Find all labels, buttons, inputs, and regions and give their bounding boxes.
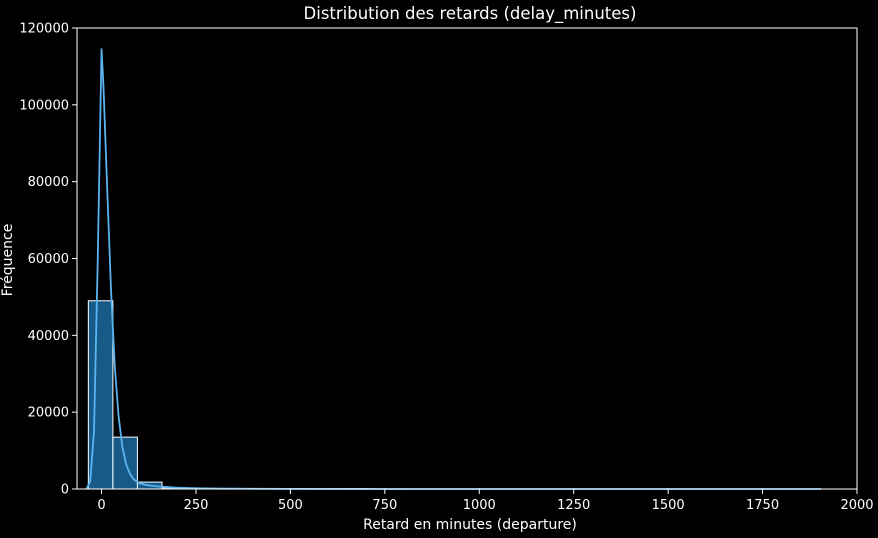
x-tick-label-500: 500 — [278, 498, 303, 513]
chart-title: Distribution des retards (delay_minutes) — [304, 4, 637, 24]
y-tick-label-100000: 100000 — [19, 98, 69, 113]
x-axis-label: Retard en minutes (departure) — [363, 517, 577, 533]
y-tick-label-80000: 80000 — [28, 175, 69, 190]
y-axis-label: Fréquence — [0, 224, 16, 297]
x-tick-label-250: 250 — [184, 498, 209, 513]
x-tick-label-1000: 1000 — [463, 498, 496, 513]
y-tick-label-0: 0 — [61, 483, 69, 498]
x-tick-label-750: 750 — [372, 498, 397, 513]
x-tick-label-1250: 1250 — [557, 498, 590, 513]
y-tick-label-20000: 20000 — [28, 406, 69, 421]
axes: 0 250 500 750 1000 1250 1500 1750 20000200004000… — [19, 22, 873, 514]
y-tick-label-120000: 120000 — [19, 22, 69, 37]
x-tick-label-1500: 1500 — [652, 498, 685, 513]
x-tick-label-1750: 1750 — [746, 498, 779, 513]
y-tick-label-40000: 40000 — [28, 329, 69, 344]
x-tick-label-2000: 2000 — [840, 498, 873, 513]
y-tick-label-60000: 60000 — [28, 252, 69, 267]
x-tick-label-0: 0 — [97, 498, 105, 513]
